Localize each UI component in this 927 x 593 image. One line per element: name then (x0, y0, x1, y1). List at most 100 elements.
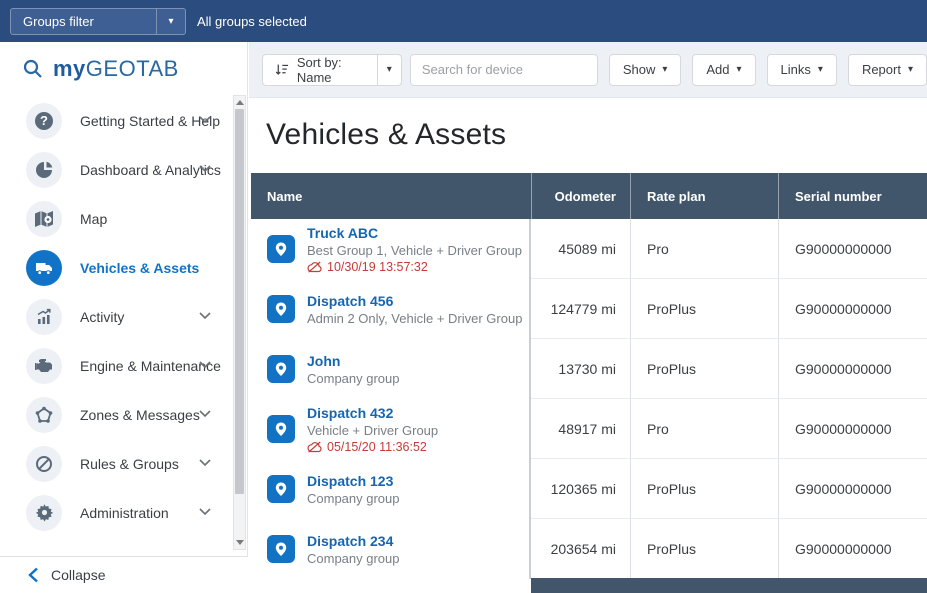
column-header-rate-plan[interactable]: Rate plan (630, 173, 778, 219)
location-pin-icon (275, 362, 287, 376)
groups-status-text: All groups selected (197, 13, 307, 29)
chevron-down-icon (199, 165, 211, 173)
sidebar-nav: ? Getting Started & Help Dashboard & Ana… (0, 96, 233, 537)
serial-number-cell: G90000000000 (778, 399, 927, 459)
sidebar-item-dashboard[interactable]: Dashboard & Analytics (0, 145, 233, 194)
vehicle-name-link[interactable]: John (307, 352, 341, 369)
report-button[interactable]: Report ▾ (847, 53, 927, 86)
sidebar-item-vehicles-assets[interactable]: Vehicles & Assets (0, 243, 233, 292)
page-title: Vehicles & Assets (266, 118, 507, 151)
caret-down-icon: ▾ (168, 15, 174, 27)
chevron-down-icon (199, 508, 211, 516)
vehicle-groups: Admin 2 Only, Vehicle + Driver Group (307, 310, 523, 326)
sidebar-scrollbar[interactable] (233, 95, 246, 550)
location-pin-icon (275, 422, 287, 436)
offline-timestamp: 10/30/19 13:57:32 (327, 259, 428, 274)
sidebar-item-administration[interactable]: Administration (0, 488, 233, 537)
rate-plan-cell: ProPlus (630, 519, 778, 579)
vehicle-groups: Company group (307, 490, 400, 506)
sidebar-item-engine-maintenance[interactable]: Engine & Maintenance (0, 341, 233, 390)
sidebar-item-activity[interactable]: Activity (0, 292, 233, 341)
sidebar: myGEOTAB ? Getting Started & Help Dashbo… (0, 42, 248, 593)
sidebar-item-zones-messages[interactable]: Zones & Messages (0, 390, 233, 439)
column-header-serial-number[interactable]: Serial number (778, 173, 927, 219)
scroll-down-arrow[interactable] (236, 540, 244, 545)
serial-number-cell: G90000000000 (778, 339, 927, 399)
vehicle-groups: Vehicle + Driver Group (307, 422, 439, 438)
table-row-name-cell[interactable]: John Company group (251, 339, 531, 399)
caret-down-icon: ▾ (662, 64, 668, 75)
divider (156, 8, 157, 34)
table-row-name-cell[interactable]: Dispatch 432 Vehicle + Driver Group 05/1… (251, 399, 531, 459)
chevron-down-icon (199, 459, 211, 467)
rate-plan-cell: ProPlus (630, 339, 778, 399)
location-pin-icon (275, 302, 287, 316)
show-button[interactable]: Show ▾ (608, 53, 682, 86)
vehicle-name-link[interactable]: Dispatch 432 (307, 404, 394, 421)
app-logo: myGEOTAB (53, 56, 179, 82)
sort-by-button[interactable]: Sort by: Name (262, 53, 378, 86)
rate-plan-cell: Pro (630, 219, 778, 279)
cloud-off-icon (307, 441, 322, 453)
add-button[interactable]: Add ▾ (692, 53, 756, 86)
help-icon: ? (35, 111, 53, 130)
vehicles-table: Name Odometer Rate plan Serial number Tr… (251, 173, 927, 579)
vehicle-groups: Company group (307, 370, 400, 386)
serial-number-cell: G90000000000 (778, 459, 927, 519)
chevron-down-icon (199, 312, 211, 320)
activity-icon (37, 308, 51, 324)
logo-suffix: GEOTAB (85, 56, 179, 81)
serial-number-cell: G90000000000 (778, 219, 927, 279)
table-row-name-cell[interactable]: Dispatch 123 Company group (251, 459, 531, 519)
odometer-cell: 124779 mi (531, 279, 630, 339)
links-button[interactable]: Links ▾ (766, 53, 837, 86)
top-bar: Groups filter ▾ All groups selected (0, 0, 927, 42)
sidebar-item-map[interactable]: Map (0, 194, 233, 243)
vehicle-groups: Best Group 1, Vehicle + Driver Group (307, 242, 522, 258)
horizontal-scrollbar[interactable] (531, 578, 927, 593)
column-header-odometer[interactable]: Odometer (531, 173, 630, 219)
table-row-name-cell[interactable]: Dispatch 456 Admin 2 Only, Vehicle + Dri… (251, 279, 531, 339)
toolbar: Sort by: Name ▾ Show ▾ Add ▾ Links ▾ Rep… (249, 42, 927, 98)
chevron-down-icon (199, 410, 211, 418)
rate-plan-cell: Pro (630, 399, 778, 459)
logo-row: myGEOTAB (0, 42, 247, 96)
table-row-name-cell[interactable]: Dispatch 234 Company group (251, 519, 531, 579)
offline-timestamp: 05/15/20 11:36:52 (327, 439, 427, 454)
odometer-cell: 203654 mi (531, 519, 630, 579)
vehicle-name-link[interactable]: Dispatch 234 (307, 532, 394, 549)
search-input[interactable] (409, 53, 598, 86)
caret-down-icon: ▾ (736, 64, 742, 75)
vehicle-name-link[interactable]: Dispatch 456 (307, 292, 394, 309)
sidebar-item-rules-groups[interactable]: Rules & Groups (0, 439, 233, 488)
logo-prefix: my (53, 56, 86, 81)
scrollbar-thumb[interactable] (235, 109, 244, 494)
vehicle-groups: Company group (307, 550, 400, 566)
rules-icon (36, 455, 52, 472)
search-icon[interactable] (22, 58, 44, 80)
vehicle-name-link[interactable]: Dispatch 123 (307, 472, 394, 489)
truck-icon (36, 262, 52, 275)
caret-down-icon: ▾ (386, 64, 392, 75)
vehicle-offline-status: 10/30/19 13:57:32 (307, 260, 522, 274)
scroll-up-arrow[interactable] (236, 100, 244, 105)
odometer-cell: 13730 mi (531, 339, 630, 399)
sidebar-item-getting-started[interactable]: ? Getting Started & Help (0, 96, 233, 145)
collapse-button[interactable]: Collapse (0, 556, 248, 593)
sort-by-caret-button[interactable]: ▾ (377, 53, 402, 86)
location-pin-icon (275, 482, 287, 496)
dashboard-icon (36, 161, 53, 178)
zones-icon (35, 406, 53, 423)
chevron-left-icon (28, 567, 38, 583)
groups-filter-button[interactable]: Groups filter ▾ (10, 7, 186, 35)
map-icon (35, 210, 53, 227)
vehicle-name-link[interactable]: Truck ABC (307, 224, 379, 241)
serial-number-cell: G90000000000 (778, 519, 927, 579)
cloud-off-icon (307, 261, 322, 273)
table-row-name-cell[interactable]: Truck ABC Best Group 1, Vehicle + Driver… (251, 219, 531, 279)
vehicle-offline-status: 05/15/20 11:36:52 (307, 440, 438, 454)
column-header-name[interactable]: Name (251, 173, 531, 219)
serial-number-cell: G90000000000 (778, 279, 927, 339)
gear-icon (35, 504, 53, 522)
chevron-down-icon (199, 116, 211, 124)
